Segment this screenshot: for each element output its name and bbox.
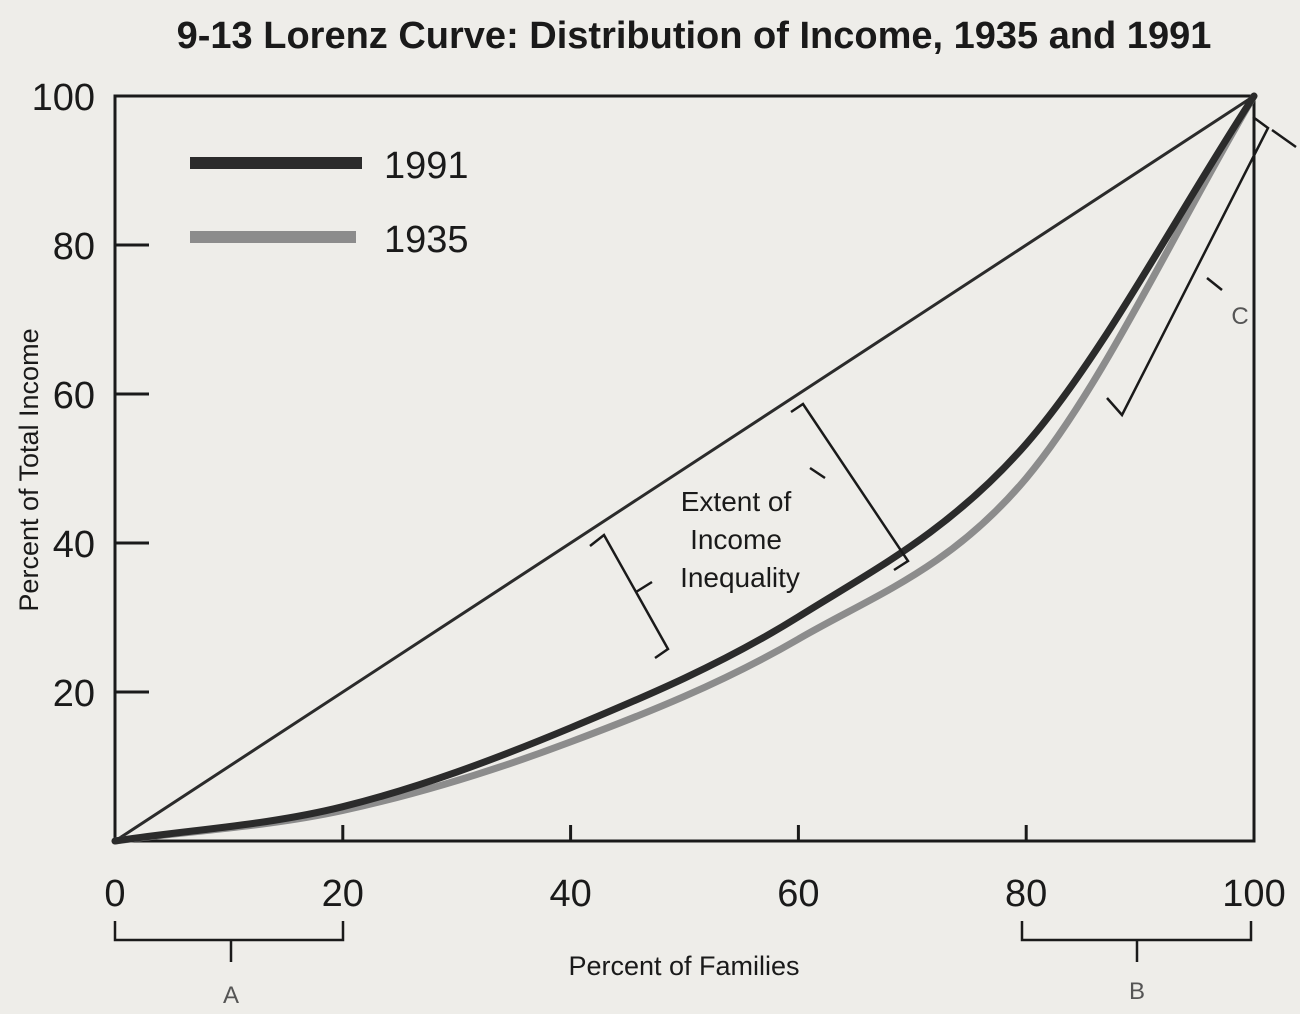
y-tick-label: 20 — [53, 673, 95, 715]
bracket-left-tick — [635, 580, 653, 594]
bracket-left — [589, 533, 670, 660]
annotation-b: B — [1129, 978, 1145, 1005]
x-tick-label: 60 — [777, 873, 819, 915]
series-layer — [111, 92, 1258, 845]
y-tick-label: 40 — [53, 524, 95, 566]
inequality-label-line-3: Inequality — [680, 562, 800, 593]
x-tick-label: 0 — [104, 873, 125, 915]
x-tick-label: 20 — [322, 873, 364, 915]
y-axis-label: Percent of Total Income — [14, 328, 44, 611]
bracket-right — [790, 402, 910, 572]
bracket-c-extension — [1271, 128, 1297, 149]
y-tick-label: 100 — [32, 77, 95, 119]
legend-label-1935: 1935 — [384, 219, 469, 261]
y-tick-label: 80 — [53, 226, 95, 268]
chart-title: 9-13 Lorenz Curve: Distribution of Incom… — [177, 15, 1212, 57]
y-axis-ticks: 20 40 60 80 100 — [32, 77, 149, 715]
x-tick-label: 100 — [1222, 873, 1285, 915]
series-line-1991 — [111, 92, 1258, 845]
bracket-b — [1020, 921, 1253, 942]
annotation-a: A — [223, 982, 239, 1009]
plot-frame — [113, 94, 1256, 843]
legend-label-1991: 1991 — [384, 145, 469, 187]
bracket-right-tick — [809, 466, 826, 480]
x-tick-label: 40 — [549, 873, 591, 915]
equality-line — [113, 94, 1256, 843]
x-axis-label: Percent of Families — [568, 951, 799, 981]
bracket-a — [113, 921, 345, 942]
annotation-c: C — [1231, 303, 1248, 330]
y-tick-label: 60 — [53, 375, 95, 417]
inequality-label-line-2: Income — [690, 524, 782, 555]
inequality-label-line-1: Extent of — [681, 486, 792, 517]
bracket-c-tick — [1206, 277, 1223, 291]
x-tick-label: 80 — [1005, 873, 1047, 915]
x-axis-ticks: 0 20 40 60 80 100 — [104, 825, 1286, 915]
bracket-c — [1106, 115, 1270, 418]
